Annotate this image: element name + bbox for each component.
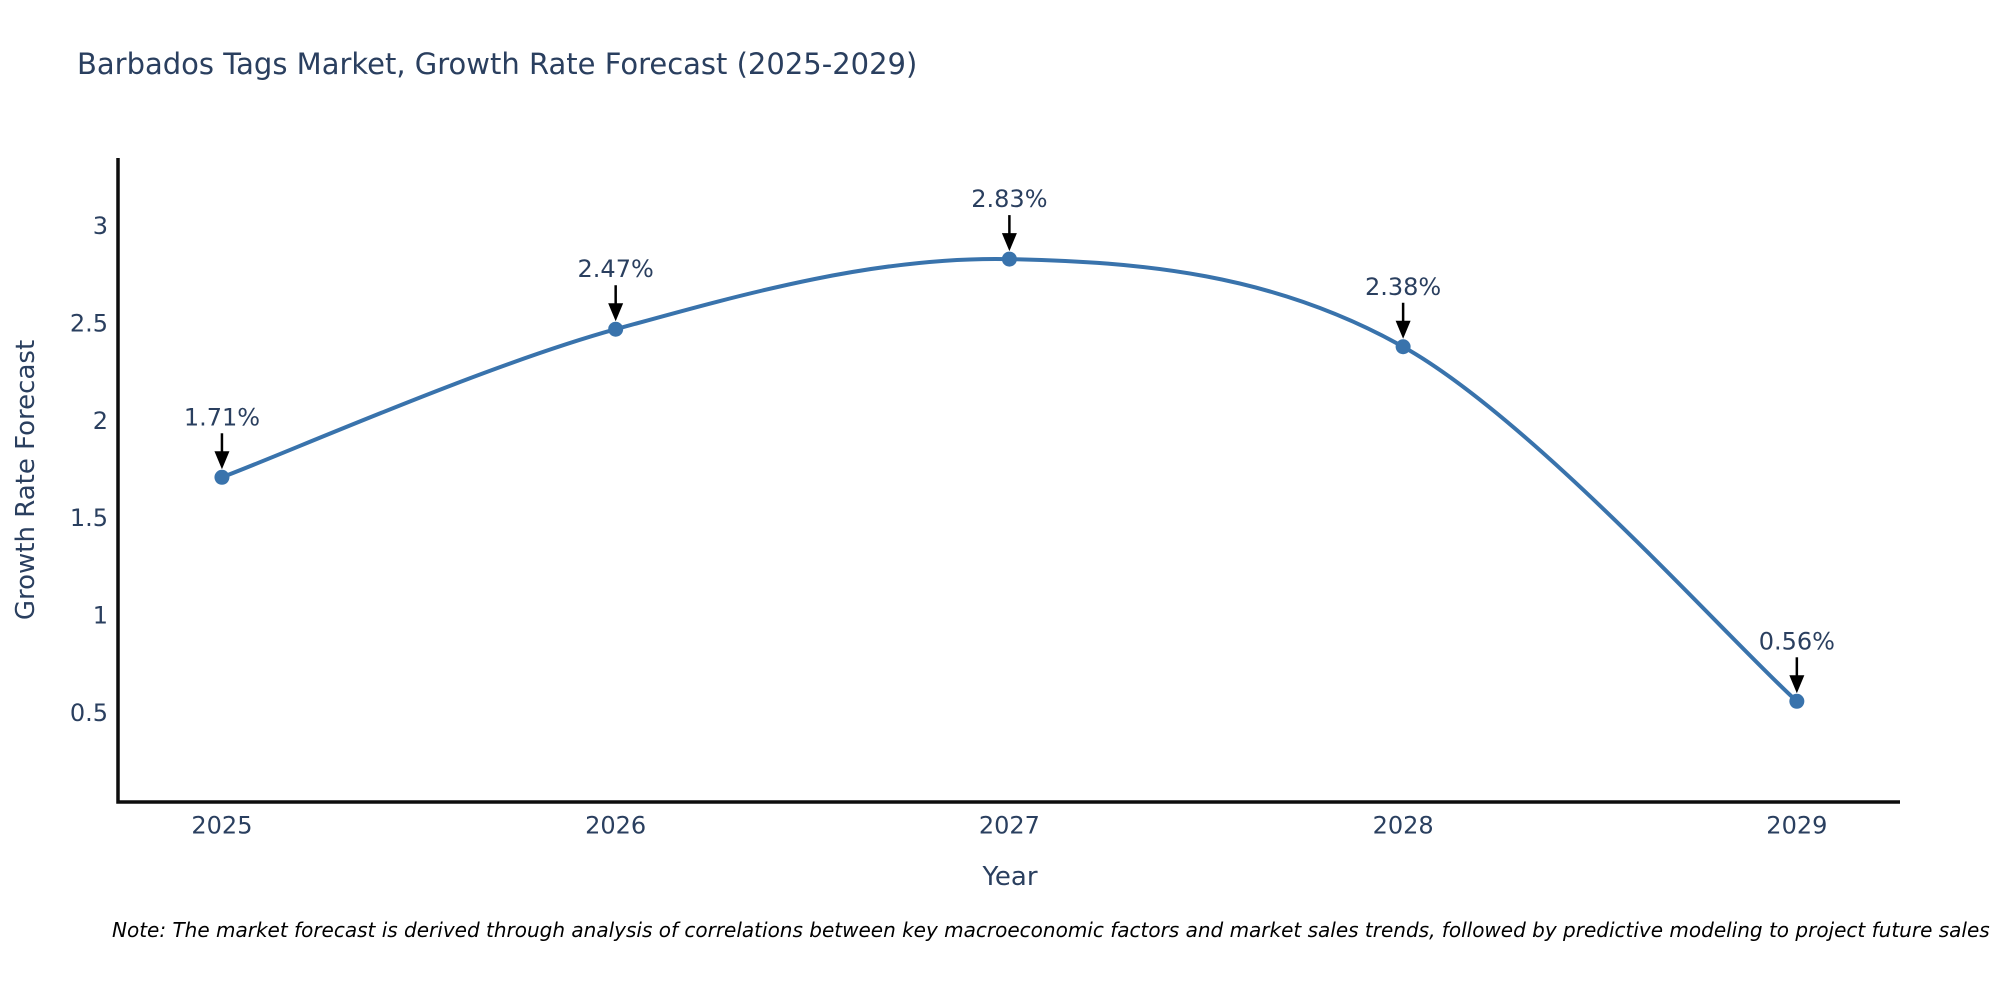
axis-lines <box>116 158 1900 804</box>
data-point-label: 1.71% <box>184 403 260 431</box>
data-point-marker <box>1001 251 1017 267</box>
x-axis-title: Year <box>982 862 1038 892</box>
x-tick-label: 2029 <box>1766 812 1827 840</box>
annotation-arrow-head <box>214 451 230 470</box>
data-point-label: 2.38% <box>1365 273 1441 301</box>
data-point-marker <box>214 469 230 485</box>
x-tick-label: 2025 <box>191 812 252 840</box>
data-point-marker <box>608 321 624 337</box>
data-point-label: 2.83% <box>971 185 1047 213</box>
x-tick-label: 2026 <box>585 812 646 840</box>
footnote-text: Note: The market forecast is derived thr… <box>112 918 1990 942</box>
y-tick-label: 0.5 <box>70 699 108 727</box>
chart-title: Barbados Tags Market, Growth Rate Foreca… <box>77 47 918 81</box>
y-tick-label: 3 <box>93 212 108 240</box>
y-tick-label: 1.5 <box>70 504 108 532</box>
data-point-label: 2.47% <box>578 255 654 283</box>
data-point-marker <box>1395 339 1411 355</box>
y-tick-label: 1 <box>93 602 108 630</box>
annotation-arrow-head <box>1395 320 1411 339</box>
y-tick-label: 2 <box>93 407 108 435</box>
x-tick-label: 2028 <box>1373 812 1434 840</box>
x-tick-label: 2027 <box>979 812 1040 840</box>
annotation-arrow-head <box>1789 675 1805 694</box>
data-point-label: 0.56% <box>1759 627 1835 655</box>
annotation-arrow-head <box>608 303 624 322</box>
annotation-arrow-head <box>1001 233 1017 252</box>
y-axis-title: Growth Rate Forecast <box>11 339 41 621</box>
data-point-marker <box>1789 693 1805 709</box>
series-line <box>219 256 1799 704</box>
y-tick-label: 2.5 <box>70 309 108 337</box>
